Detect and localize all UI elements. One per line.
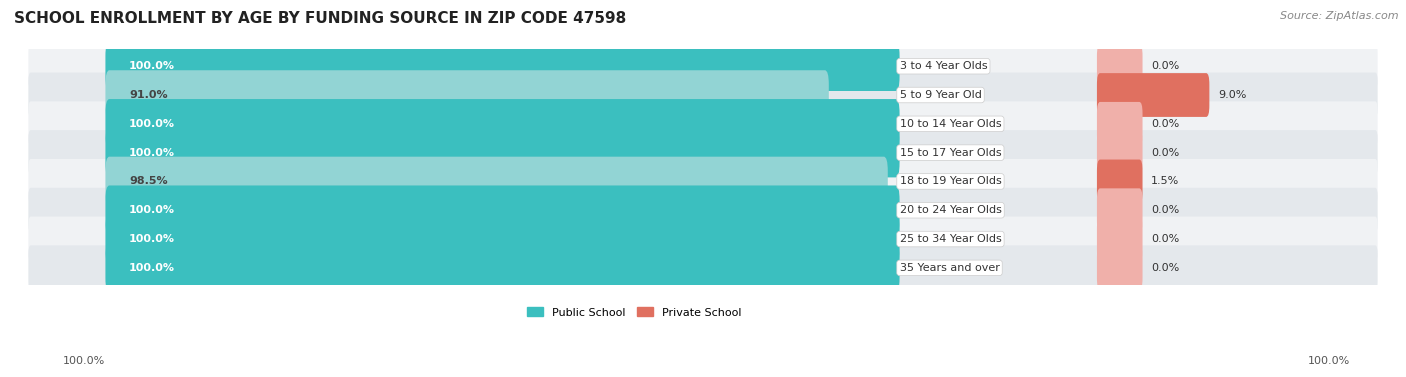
Text: 100.0%: 100.0%	[129, 119, 174, 129]
FancyBboxPatch shape	[28, 159, 1378, 204]
Text: 0.0%: 0.0%	[1152, 234, 1180, 244]
FancyBboxPatch shape	[105, 99, 900, 149]
Text: 0.0%: 0.0%	[1152, 263, 1180, 273]
FancyBboxPatch shape	[105, 157, 887, 206]
Text: 1.5%: 1.5%	[1152, 176, 1180, 187]
Text: 100.0%: 100.0%	[129, 148, 174, 158]
FancyBboxPatch shape	[28, 72, 1378, 118]
FancyBboxPatch shape	[1097, 188, 1143, 232]
Text: 15 to 17 Year Olds: 15 to 17 Year Olds	[900, 148, 1001, 158]
Text: 9.0%: 9.0%	[1218, 90, 1246, 100]
Text: 0.0%: 0.0%	[1152, 119, 1180, 129]
Legend: Public School, Private School: Public School, Private School	[522, 303, 747, 322]
FancyBboxPatch shape	[105, 128, 900, 178]
Text: 100.0%: 100.0%	[1308, 356, 1350, 366]
FancyBboxPatch shape	[28, 216, 1378, 262]
FancyBboxPatch shape	[1097, 131, 1143, 175]
FancyBboxPatch shape	[28, 44, 1378, 89]
Text: 98.5%: 98.5%	[129, 176, 167, 187]
FancyBboxPatch shape	[1097, 102, 1143, 146]
FancyBboxPatch shape	[28, 130, 1378, 175]
Text: 25 to 34 Year Olds: 25 to 34 Year Olds	[900, 234, 1001, 244]
Text: 100.0%: 100.0%	[63, 356, 105, 366]
Text: 100.0%: 100.0%	[129, 61, 174, 71]
Text: 0.0%: 0.0%	[1152, 61, 1180, 71]
Text: 3 to 4 Year Olds: 3 to 4 Year Olds	[900, 61, 987, 71]
Text: 5 to 9 Year Old: 5 to 9 Year Old	[900, 90, 981, 100]
Text: SCHOOL ENROLLMENT BY AGE BY FUNDING SOURCE IN ZIP CODE 47598: SCHOOL ENROLLMENT BY AGE BY FUNDING SOUR…	[14, 11, 626, 26]
FancyBboxPatch shape	[28, 188, 1378, 233]
Text: 35 Years and over: 35 Years and over	[900, 263, 1000, 273]
Text: 0.0%: 0.0%	[1152, 148, 1180, 158]
FancyBboxPatch shape	[1097, 159, 1143, 203]
Text: 20 to 24 Year Olds: 20 to 24 Year Olds	[900, 205, 1001, 215]
FancyBboxPatch shape	[105, 185, 900, 235]
Text: Source: ZipAtlas.com: Source: ZipAtlas.com	[1281, 11, 1399, 21]
FancyBboxPatch shape	[105, 70, 828, 120]
FancyBboxPatch shape	[1097, 246, 1143, 290]
FancyBboxPatch shape	[28, 101, 1378, 146]
Text: 91.0%: 91.0%	[129, 90, 167, 100]
FancyBboxPatch shape	[105, 41, 900, 91]
FancyBboxPatch shape	[105, 243, 900, 293]
FancyBboxPatch shape	[105, 214, 900, 264]
FancyBboxPatch shape	[28, 245, 1378, 290]
FancyBboxPatch shape	[1097, 44, 1143, 88]
Text: 100.0%: 100.0%	[129, 234, 174, 244]
Text: 10 to 14 Year Olds: 10 to 14 Year Olds	[900, 119, 1001, 129]
Text: 18 to 19 Year Olds: 18 to 19 Year Olds	[900, 176, 1001, 187]
FancyBboxPatch shape	[1097, 217, 1143, 261]
Text: 100.0%: 100.0%	[129, 263, 174, 273]
FancyBboxPatch shape	[1097, 73, 1209, 117]
Text: 0.0%: 0.0%	[1152, 205, 1180, 215]
Text: 100.0%: 100.0%	[129, 205, 174, 215]
